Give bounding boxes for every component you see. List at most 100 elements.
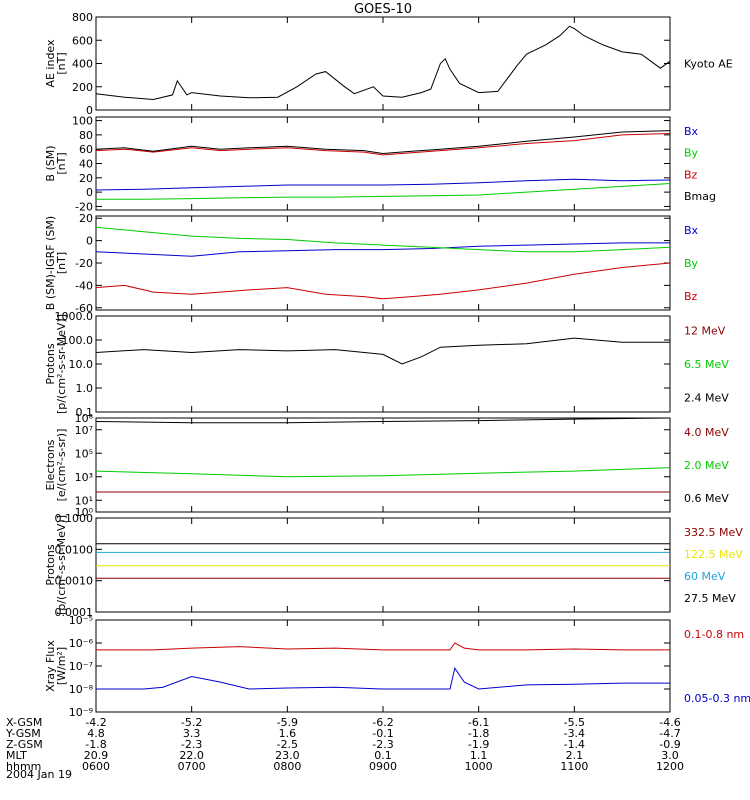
y-tick-label: -20 [75, 257, 93, 270]
y-tick-label: 10⁻⁹ [69, 706, 93, 719]
legend-label: Bx [684, 125, 699, 138]
ephemeris-value: 3.0 [661, 749, 679, 762]
ephemeris-value: 1.6 [279, 727, 297, 740]
ephemeris-value: -1.4 [564, 738, 585, 751]
ephemeris-value: -2.3 [372, 738, 393, 751]
y-tick-label: -20 [75, 200, 93, 213]
legend-label: Bmag [684, 190, 716, 203]
y-tick-label: 0.0010 [55, 575, 94, 588]
legend-label: 12 MeV [684, 324, 726, 337]
y-tick-label: 10⁵ [75, 447, 93, 460]
panel-protons_lo: 0.1 1.0 10.0 100.0 1000.0 Protons[p/(cm²-s-sr… [44, 310, 729, 419]
y-tick-label: 0.1000 [55, 512, 94, 525]
y-tick-label: 10⁸ [75, 412, 94, 425]
ephemeris-value: -6.2 [372, 716, 393, 729]
series-line-black [95, 417, 671, 424]
ephemeris-value: -6.1 [468, 716, 489, 729]
y-tick-label: 0.1 [76, 406, 94, 419]
ephemeris-value: 1000 [465, 760, 493, 773]
series-line-black [95, 130, 671, 155]
legend-label: Kyoto AE [684, 58, 733, 71]
ephemeris-value: 2.1 [566, 749, 584, 762]
y-tick-label: 60 [79, 143, 93, 156]
series-line-green [95, 226, 671, 253]
y-tick-label: 0 [86, 104, 93, 117]
y-tick-label: 20 [79, 172, 93, 185]
ephemeris-value: 1200 [656, 760, 684, 773]
ephemeris-value: -1.8 [85, 738, 106, 751]
series-line-red [95, 262, 671, 300]
y-tick-label: 10⁻⁸ [69, 683, 94, 696]
ephemeris-value: -2.5 [277, 738, 298, 751]
y-tick-label: 100 [72, 115, 93, 128]
ephemeris-value: -5.5 [564, 716, 585, 729]
legend-label: 6.5 MeV [684, 358, 729, 371]
y-axis-label: [nT] [55, 152, 68, 174]
legend-label: Bz [684, 290, 698, 303]
ephemeris-value: -0.9 [659, 738, 680, 751]
y-tick-label: 10⁻⁵ [69, 614, 93, 627]
y-axis-label: Protons [44, 544, 57, 585]
ephemeris-value: 22.0 [179, 749, 204, 762]
y-tick-label: -40 [75, 279, 93, 292]
ephemeris-value: 4.8 [87, 727, 105, 740]
y-tick-label: 0 [86, 186, 93, 199]
series-line-black [95, 25, 671, 101]
ephemeris-value: 1100 [560, 760, 588, 773]
series-line-green [96, 183, 671, 200]
panel-frame [95, 517, 671, 613]
ephemeris-value: -3.4 [564, 727, 585, 740]
legend-label: 332.5 MeV [684, 526, 743, 539]
y-tick-label: 400 [72, 58, 93, 71]
ephemeris-value: -5.2 [181, 716, 202, 729]
ephemeris-row-label: Z-GSM [6, 738, 43, 751]
legend-label: 0.05-0.3 nm [684, 692, 750, 705]
y-tick-label: 40 [79, 158, 93, 171]
y-axis-label: [e/(cm²-s-sr)] [55, 429, 68, 502]
legend-label: 27.5 MeV [684, 592, 736, 605]
ephemeris-value: 1.1 [470, 749, 488, 762]
legend-label: Bz [684, 168, 698, 181]
y-tick-label: 10⁻⁷ [69, 660, 93, 673]
panel-frame [95, 619, 671, 713]
y-tick-label: 800 [72, 11, 93, 24]
legend-label: 122.5 MeV [684, 548, 743, 561]
ephemeris-value: -1.8 [468, 727, 489, 740]
ephemeris-value: -0.1 [372, 727, 393, 740]
y-tick-label: 0.0100 [55, 543, 94, 556]
y-axis-label: [nT] [55, 52, 68, 74]
legend-label: By [684, 257, 699, 270]
series-line-blue [95, 178, 671, 191]
y-tick-label: 1.0 [76, 382, 94, 395]
y-tick-label: 200 [72, 81, 93, 94]
ephemeris-row-label: Y-GSM [5, 727, 41, 740]
ephemeris-value: -4.2 [85, 716, 106, 729]
ephemeris-value: 0800 [273, 760, 301, 773]
date-label: 2004 Jan 19 [6, 768, 72, 781]
y-tick-label: 10¹ [75, 494, 93, 507]
panel-bdiff: -60 -40 -20 0 20 B (SM)-IGRF (SM)[nT] Bx By Bz [44, 212, 699, 315]
ephemeris-value: -5.9 [277, 716, 298, 729]
legend-label: By [684, 147, 699, 160]
legend-label: 0.1-0.8 nm [684, 628, 744, 641]
legend-label: 0.6 MeV [684, 492, 729, 505]
legend-label: Bx [684, 224, 699, 237]
y-axis-label: B (SM) [44, 145, 57, 181]
ephemeris-value: -1.9 [468, 738, 489, 751]
ephemeris-value: 0900 [369, 760, 397, 773]
series-line-blue [95, 242, 670, 257]
ephemeris-value: 0600 [82, 760, 110, 773]
y-tick-label: 10³ [75, 471, 93, 484]
panel-protons_hi: 0.0001 0.0010 0.0100 0.1000 Protons[p/(cm²-s… [44, 512, 743, 619]
ephemeris-value: -2.3 [181, 738, 202, 751]
ephemeris-row-label: hhmm [6, 760, 41, 773]
y-tick-label: 10.0 [69, 358, 94, 371]
y-tick-label: 100.0 [62, 334, 94, 347]
panel-ae: 0 200 400 600 800 AE index[nT] Kyoto AE [44, 11, 733, 117]
y-axis-label: [nT] [55, 252, 68, 274]
panel-frame [95, 215, 671, 311]
legend-label: 60 MeV [684, 570, 726, 583]
ephemeris-value: -4.7 [659, 727, 680, 740]
